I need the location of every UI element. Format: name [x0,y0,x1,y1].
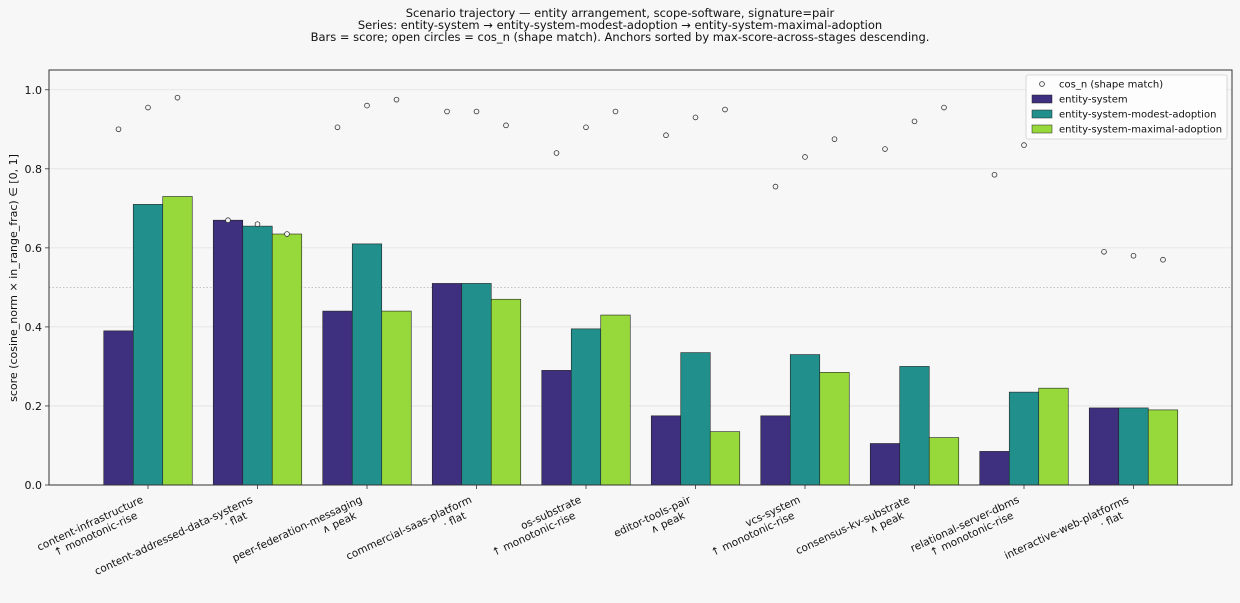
cos-n-marker [473,108,480,115]
cos-n-marker [941,104,947,111]
cos-n-marker [802,154,808,160]
cos-n-marker [553,150,560,156]
chart-title: Scenario trajectory — entity arrangement… [311,6,930,44]
bar [381,310,412,486]
x-tick-label: os-substrate↑ monotonic-rise [490,494,583,559]
title-line-1: Scenario trajectory — entity arrangement… [406,6,835,20]
cos-n-marker [1130,252,1137,259]
x-tick-label: vcs-system↑ monotonic-rise [709,494,802,559]
cos-n-marker [284,231,290,237]
bar [132,204,164,486]
cos-n-marker [364,102,370,109]
bar [979,451,1010,486]
legend-box [1025,74,1228,140]
x-tick-label: consensus-kv-substrate∧ peak [794,494,912,557]
bar [541,370,572,486]
y-tick-label: 0.4 [25,321,43,334]
bar [351,243,383,486]
bar [709,431,741,486]
cos-n-marker [1021,142,1027,148]
cos-n-marker [692,114,699,121]
cos-n-marker [583,124,589,131]
cos-n-marker [663,132,669,139]
plot-frame [48,69,1233,486]
x-axis-ticks: content-infrastructure↑ monotonic-riseco… [35,485,1134,578]
bar [650,415,682,486]
legend-label: cos_n (shape match) [1059,80,1163,91]
legend-swatch [1031,124,1053,134]
y-tick-label: 0.6 [25,242,43,255]
y-tick-label: 0.8 [25,163,43,176]
cos-n-marker [1101,249,1107,255]
cos-n-marker [772,183,779,190]
bar [1008,391,1040,486]
bar [490,298,522,486]
cos-n-marker [882,146,888,152]
x-tick-label: interactive-web-platforms· flat [1003,494,1131,562]
cos-n-marker [911,118,918,125]
legend-swatch [1031,109,1053,119]
cos-n-marker [503,122,509,129]
bar [869,443,901,486]
cos-n-marker [254,221,261,227]
bars-layer [103,196,1179,486]
bar [1147,409,1179,486]
bar [431,283,463,486]
bar [103,330,134,486]
cos-n-marker [991,171,998,178]
bar [928,437,960,486]
cos-n-marker [722,106,728,113]
bar [1038,387,1069,486]
y-tick-label: 1.0 [25,84,43,97]
legend: cos_n (shape match) entity-system entity-s… [1025,74,1228,140]
bar [1118,407,1149,486]
bar [760,415,791,486]
cos-n-marker [612,108,619,115]
bar [570,328,602,486]
cos-n-marker [145,104,151,111]
y-axis-label: score (cosine_norm × in_range_frac) ∈ [0… [7,154,20,402]
category-name: interactive-web-platforms [1003,494,1131,562]
bar [212,219,244,486]
cos-n-marker [334,124,341,131]
legend-swatch-marker [1039,81,1045,87]
legend-label: entity-system [1059,95,1128,106]
x-tick-label: commercial-saas-platform· flat [344,494,473,563]
bar [271,233,303,486]
bar [789,354,821,486]
y-tick-label: 0.2 [25,400,43,413]
x-tick-label: editor-tools-pair∧ peak [612,494,693,540]
legend-label: entity-system-maximal-adoption [1059,125,1222,136]
cos-n-markers-layer [115,94,1166,263]
bar [1088,407,1120,486]
bar [899,366,930,486]
bar [242,225,273,486]
legend-label: entity-system-modest-adoption [1059,110,1216,121]
bar [461,283,492,486]
y-axis-ticks: 0.0 0.2 0.4 0.6 0.8 1.0 [25,84,49,492]
cos-n-marker [831,136,838,142]
bar [162,196,193,486]
cos-n-marker [1160,256,1166,263]
y-tick-label: 0.0 [25,479,43,492]
legend-swatch [1031,94,1053,104]
bar [322,310,353,486]
bar [600,314,631,486]
cos-n-marker [115,126,122,133]
bar [680,352,711,486]
cos-n-marker [444,108,450,115]
cos-n-marker [174,94,181,101]
title-line-3: Bars = score; open circles = cos_n (shap… [311,30,930,44]
title-line-2: Series: entity-system → entity-system-mo… [358,18,882,32]
cos-n-marker [393,96,400,103]
cos-n-marker [225,217,231,223]
bar [819,372,850,486]
